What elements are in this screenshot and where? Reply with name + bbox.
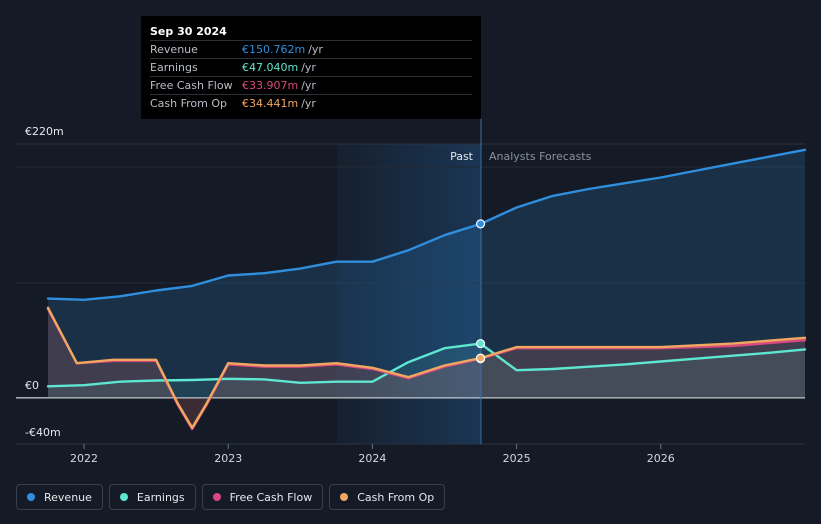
- legend-label: Cash From Op: [357, 490, 435, 504]
- legend-label: Free Cash Flow: [229, 490, 313, 504]
- tooltip-unit: /yr: [308, 43, 323, 56]
- legend-dot-icon: [212, 493, 221, 501]
- forecast-label: Analysts Forecasts: [489, 150, 592, 163]
- legend: Revenue Earnings Free Cash Flow Cash Fro…: [16, 484, 446, 510]
- x-tick-label: 2025: [503, 452, 531, 465]
- legend-dot-icon: [27, 493, 35, 501]
- tooltip-label: Earnings: [150, 61, 198, 74]
- revenue-line: [46, 148, 807, 301]
- y-tick-label: €220m: [25, 125, 64, 138]
- tooltip-value: €150.762m: [242, 43, 306, 56]
- tooltip: Sep 30 2024 Revenue €150.762m /yr Earnin…: [141, 16, 481, 119]
- x-tick-label: 2026: [647, 452, 675, 465]
- tooltip-row-fcf: Free Cash Flow €33.907m /yr: [150, 77, 472, 95]
- cfo-area: [48, 307, 805, 428]
- tooltip-unit: /yr: [301, 61, 316, 74]
- legend-item-fcf[interactable]: Free Cash Flow: [201, 484, 324, 510]
- revenue-point: [475, 219, 486, 229]
- revenue-area: [48, 149, 805, 398]
- earnings-line: [46, 342, 807, 388]
- x-tick-label: 2023: [214, 452, 242, 465]
- y-tick-label: -€40m: [25, 426, 61, 439]
- legend-dot-icon: [119, 493, 128, 501]
- cfo-line: [46, 306, 807, 429]
- tooltip-row-earnings: Earnings €47.040m /yr: [150, 59, 472, 77]
- tooltip-label: Free Cash Flow: [150, 79, 233, 92]
- earnings-point: [475, 338, 486, 349]
- tooltip-unit: /yr: [301, 97, 316, 110]
- legend-dot-icon: [340, 493, 349, 501]
- x-tick-label: 2022: [70, 452, 98, 465]
- tooltip-unit: /yr: [301, 79, 316, 92]
- legend-item-earnings[interactable]: Earnings: [108, 484, 196, 510]
- tooltip-label: Cash From Op: [150, 97, 228, 110]
- x-tick-label: 2024: [358, 452, 386, 465]
- tooltip-row-cfo: Cash From Op €34.441m /yr: [150, 95, 472, 112]
- cfo-point: [475, 353, 486, 363]
- tooltip-row-revenue: Revenue €150.762m /yr: [150, 41, 472, 59]
- legend-label: Revenue: [44, 490, 92, 504]
- legend-item-cfo[interactable]: Cash From Op: [329, 484, 446, 510]
- legend-item-revenue[interactable]: Revenue: [16, 484, 103, 510]
- past-label: Past: [450, 150, 474, 163]
- tooltip-value: €47.040m: [242, 61, 299, 74]
- past-highlight-region: [337, 144, 481, 444]
- tooltip-date: Sep 30 2024: [150, 23, 472, 41]
- tooltip-value: €34.441m: [242, 97, 299, 110]
- tooltip-value: €33.907m: [242, 79, 299, 92]
- chart: Past Analysts Forecasts €220m €0 -€40m 202…: [16, 118, 807, 465]
- legend-label: Earnings: [136, 490, 185, 504]
- fcf-area: [48, 309, 805, 429]
- tooltip-label: Revenue: [150, 43, 198, 56]
- y-tick-label: €0: [25, 379, 39, 392]
